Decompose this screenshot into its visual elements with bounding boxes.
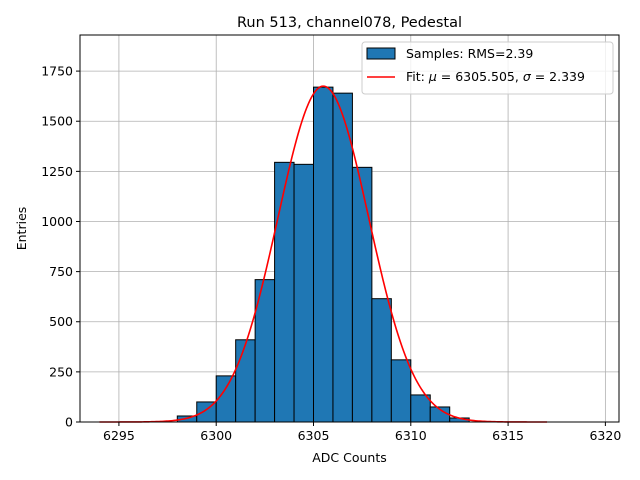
x-axis-ticks: 6295 6300 6305 6310 6315 6320 [103, 422, 621, 443]
legend-fit-sigma-value: = 2.339 [531, 69, 585, 84]
x-tick-label: 6305 [298, 428, 330, 443]
histogram-bar [235, 339, 256, 423]
legend-label-fit: Fit: μ = 6305.505, σ = 2.339 [406, 69, 585, 84]
x-tick-label: 6320 [589, 428, 621, 443]
x-tick-label: 6295 [103, 428, 135, 443]
y-tick-label: 1000 [41, 214, 73, 229]
legend: Samples: RMS=2.39 Fit: μ = 6305.505, σ =… [361, 41, 614, 95]
histogram-bar [390, 359, 412, 423]
fit-curve [99, 85, 547, 423]
y-tick-label: 1500 [41, 114, 73, 129]
histogram-bar [332, 92, 353, 423]
y-tick-label: 0 [65, 415, 73, 430]
y-axis-label: Entries [14, 207, 29, 251]
x-tick-label: 6310 [395, 428, 427, 443]
chart-title: Run 513, channel078, Pedestal [237, 15, 462, 31]
legend-label-samples: Samples: RMS=2.39 [406, 46, 533, 61]
histogram-bars [176, 86, 470, 423]
histogram-bar [274, 161, 295, 423]
x-tick-label: 6315 [492, 428, 524, 443]
legend-fit-mu-symbol: μ [428, 69, 437, 84]
legend-fit-sigma-symbol: σ [523, 69, 532, 84]
y-tick-label: 1250 [41, 164, 73, 179]
histogram-bar [351, 166, 373, 423]
y-tick-label: 1750 [41, 64, 73, 79]
histogram-bar [410, 394, 431, 423]
legend-fit-prefix: Fit: [406, 69, 429, 84]
histogram-bar [293, 163, 315, 423]
histogram-bar [371, 298, 392, 423]
legend-swatch-samples [366, 47, 396, 60]
y-axis-ticks: 0 250 500 750 1000 1250 1500 1750 [41, 64, 80, 430]
x-tick-label: 6300 [200, 428, 232, 443]
x-axis-label: ADC Counts [312, 450, 387, 465]
legend-frame [361, 41, 614, 95]
histogram-bar [215, 375, 237, 423]
y-tick-label: 750 [49, 264, 73, 279]
legend-fit-mu-value: = 6305.505, [437, 69, 523, 84]
plot-frame [79, 34, 620, 423]
histogram-bar [313, 86, 334, 423]
y-tick-label: 500 [49, 314, 73, 329]
y-tick-label: 250 [49, 364, 73, 379]
